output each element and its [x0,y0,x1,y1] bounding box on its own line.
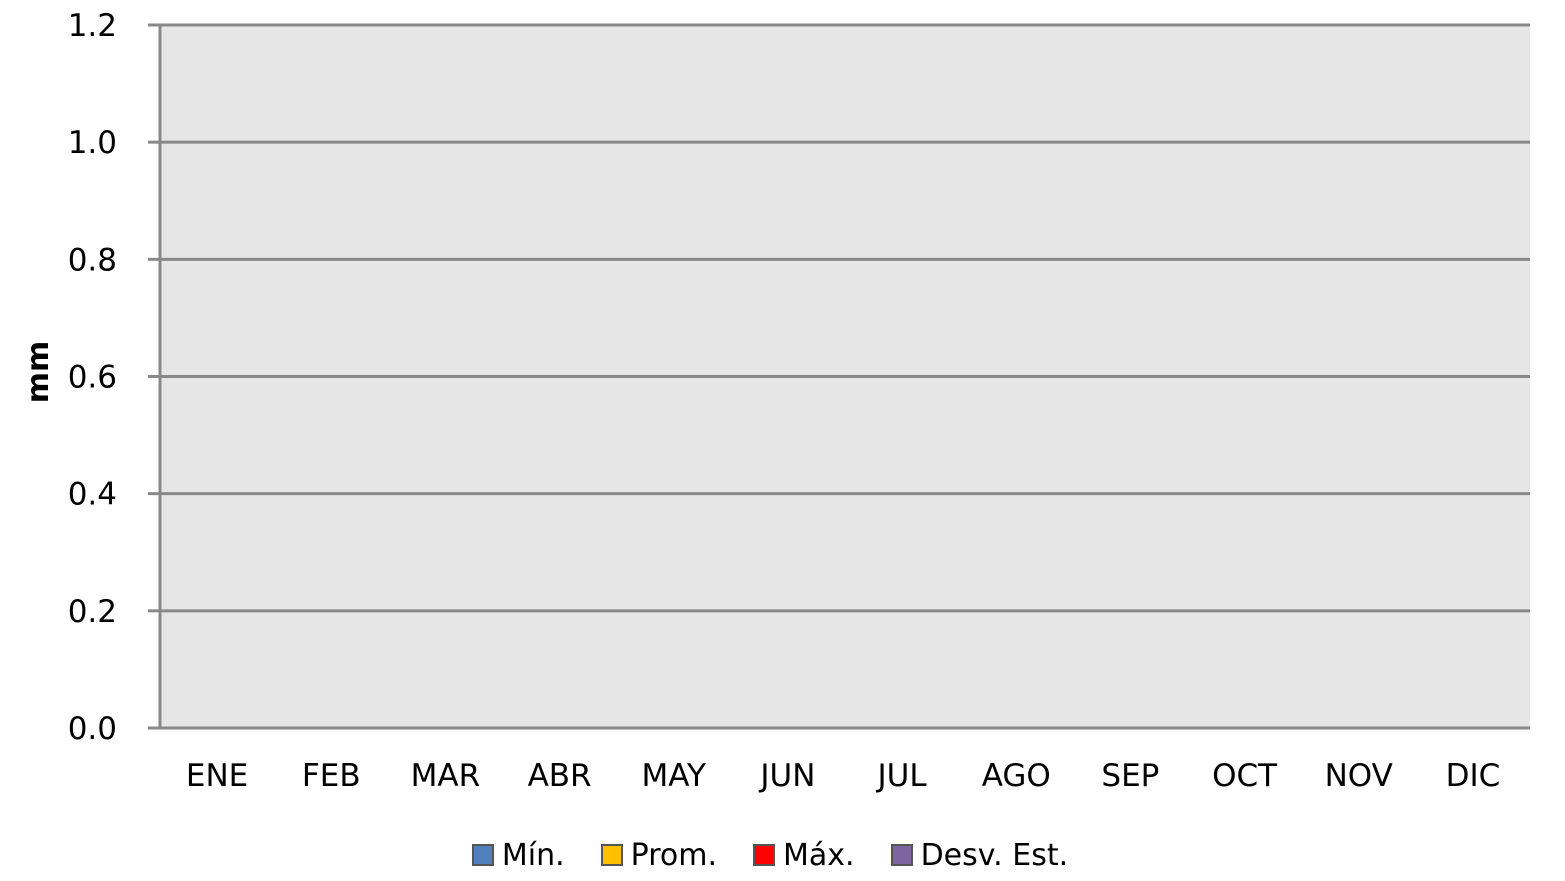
legend-item: Prom. [600,837,717,873]
legend-label: Máx. [783,837,855,873]
x-ticks: ENE FEB MAR ABR MAY JUN JUL AGO SEP OCT NOV DIC [186,758,1500,794]
y-axis-label: mm [21,341,56,404]
y-tick-label: 1.0 [68,125,117,161]
x-tick-label: SEP [1101,758,1159,794]
legend-item: Máx. [753,838,855,873]
y-tick-label: 0.6 [68,360,117,396]
legend-label: Desv. Est. [920,837,1069,873]
legend-swatch [600,844,623,866]
y-tick-label: 0.0 [68,711,117,747]
gridlines [160,23,1530,613]
x-tick-label: FEB [302,758,361,794]
legend-item: Desv. Est. [890,837,1069,873]
y-tick-label: 1.2 [68,8,117,44]
x-tick-label: ABR [528,758,592,794]
legend-swatch [471,844,494,866]
x-tick-label: OCT [1212,758,1278,794]
y-tick-label: 0.4 [68,477,117,513]
legend: Mín. Prom. Máx. Desv. Est. [0,834,1540,876]
y-tick-label: 0.8 [68,242,117,278]
y-tick-label: 0.2 [68,594,117,630]
x-tick-label: JUN [758,758,815,794]
y-ticks: 0.0 0.2 0.4 0.6 0.8 1.0 1.2 [68,8,160,747]
legend-swatch [753,844,775,866]
legend-swatch [890,844,913,866]
x-tick-label: NOV [1325,758,1393,794]
x-tick-label: AGO [982,758,1051,794]
x-tick-label: MAY [642,758,707,794]
x-tick-label: ENE [186,758,248,794]
x-tick-label: MAR [411,758,481,794]
x-tick-label: DIC [1446,758,1501,794]
legend-label: Mín. [501,837,565,873]
legend-label: Prom. [630,837,717,873]
x-tick-label: JUL [876,758,928,794]
legend-item: Mín. [471,837,565,873]
